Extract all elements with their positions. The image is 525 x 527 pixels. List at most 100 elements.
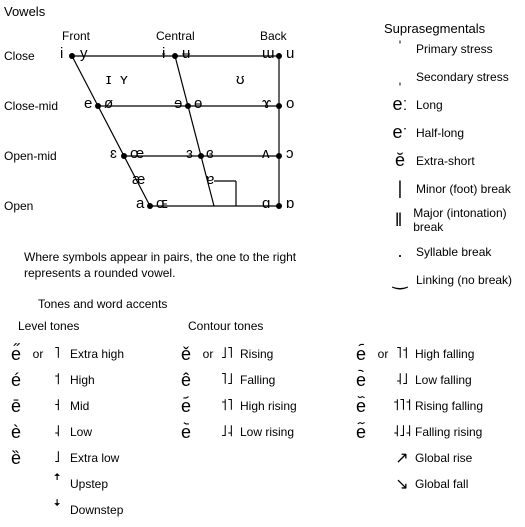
tone-symbol-diacritic: e᷈ [349, 396, 373, 417]
tone-desc: Rising [236, 347, 273, 361]
vowel-obar: ɵ [194, 95, 202, 112]
tone-row: e᷅˩˨Low rising [174, 419, 349, 445]
vowel-u: u [286, 45, 294, 62]
tone-row: ꜜDownstep [4, 497, 174, 523]
supra-symbol: | [384, 178, 416, 199]
tone-symbol-diacritic: ȅ [4, 448, 28, 469]
tone-symbol-diacritic: ê [174, 370, 198, 391]
contour-tones-col-b: x e᷇or˥˦High fallinge᷆˨˩Low fallinge᷈˦˥˦… [349, 319, 519, 523]
supra-desc: Primary stress [416, 42, 493, 56]
tone-symbol-diacritic: e᷆ [349, 370, 373, 391]
tone-symbol-diacritic: e᷇ [349, 344, 373, 365]
tone-symbol-diacritic: ě [174, 344, 198, 365]
tone-or: or [198, 347, 218, 361]
supra-symbol: eː [384, 94, 416, 115]
tone-desc: Extra low [66, 451, 119, 465]
vowels-heading: Vowels [4, 4, 525, 19]
tone-desc: Upstep [66, 477, 108, 491]
tone-desc: Global rise [411, 451, 472, 465]
supra-desc: Linking (no break) [416, 273, 512, 287]
tone-symbol-letter: ˦ [48, 371, 66, 389]
vowel-vturn: ʌ [262, 145, 270, 162]
tone-symbol-diacritic: e᷄ [174, 396, 198, 417]
supra-desc: Long [416, 98, 443, 112]
supra-symbol: ‖ [384, 210, 413, 231]
tone-row: è ˨Low [4, 419, 174, 445]
tone-desc: Mid [66, 399, 89, 413]
tone-desc: Low falling [411, 373, 472, 387]
tone-symbol-letter: ↘ [393, 474, 411, 494]
row-open: Open [4, 199, 33, 213]
tone-symbol-letter: ꜛ [48, 475, 66, 493]
vowel-smY: ʏ [120, 71, 128, 88]
tone-row: é˦High [4, 367, 174, 393]
vowel-oslash: ø [104, 95, 113, 112]
supra-row: ˈPrimary stress [384, 38, 525, 59]
tone-symbol-diacritic: e᷉ [349, 422, 373, 443]
tone-desc: Low rising [236, 425, 294, 439]
vowel-oe: œ [130, 145, 144, 162]
supra-symbol: eˑ [384, 122, 416, 143]
supra-row: |Minor (foot) break [384, 178, 525, 199]
vowel-ae: æ [132, 171, 145, 188]
supra-desc: Major (intonation) break [413, 206, 525, 234]
tone-symbol-diacritic: è [4, 422, 28, 443]
tone-desc: Falling rising [411, 425, 482, 439]
vowel-ibar: ɨ [162, 45, 165, 62]
vowel-alphar: ɒ [286, 195, 294, 212]
row-closemid: Close-mid [4, 99, 58, 113]
tone-row: ↘Global fall [349, 471, 519, 497]
tone-symbol-diacritic: e᷅ [174, 422, 198, 443]
vowel-e: e [84, 95, 92, 112]
tone-row: ꜛUpstep [4, 471, 174, 497]
suprasegmentals: Suprasegmentals ˈPrimary stress ˌSecondar… [384, 21, 525, 297]
supra-symbol: . [384, 241, 416, 262]
supra-symbol: ĕ [384, 150, 416, 171]
tone-symbol-diacritic: e̋ [4, 344, 28, 365]
vowel-y: y [80, 45, 88, 62]
col-central: Central [156, 29, 195, 43]
tone-or: or [373, 347, 393, 361]
supra-symbol: ˈ [384, 38, 416, 59]
supra-heading: Suprasegmentals [384, 21, 525, 36]
vowel-aturn: ɐ [206, 171, 214, 188]
vowel-oopen: ɔ [286, 145, 294, 162]
tone-symbol-letter: ˩ [48, 449, 66, 467]
supra-row: ˌSecondary stress [384, 66, 525, 87]
supra-row: eˑHalf-long [384, 122, 525, 143]
tone-row: ȅ ˩Extra low [4, 445, 174, 471]
row-openmid: Open-mid [4, 149, 57, 163]
tone-desc: Extra high [66, 347, 124, 361]
tone-symbol-letter: ↗ [393, 448, 411, 468]
tone-symbol-letter: ˥˦ [393, 345, 411, 363]
vowel-smU: ʊ [236, 71, 245, 88]
tone-row: ē˧Mid [4, 393, 174, 419]
tone-symbol-letter: ˦˥˦ [393, 397, 411, 415]
tone-desc: Downstep [66, 503, 123, 517]
supra-desc: Syllable break [416, 245, 491, 259]
vowel-eps: ɛ [110, 145, 117, 162]
tones-section: Tones and word accents Level tones e̋or˥… [4, 297, 525, 523]
vowel-i: i [60, 45, 63, 62]
tone-symbol-letter: ˧ [48, 397, 66, 415]
vowel-o: o [286, 95, 294, 112]
tone-row: ěor˩˥Rising [174, 341, 349, 367]
vowel-smI: ɪ [106, 71, 111, 88]
tone-desc: High rising [236, 399, 297, 413]
tone-desc: Global fall [411, 477, 468, 491]
supra-row: .Syllable break [384, 241, 525, 262]
vowel-chart: Front Central Back Close Close-mid Open-… [4, 21, 364, 246]
level-tones-col: Level tones e̋or˥Extra highé˦Highē˧Midè˨… [4, 319, 174, 523]
tone-desc: High [66, 373, 95, 387]
tone-symbol-letter: ˨ [48, 423, 66, 441]
vowel-a: a [136, 195, 144, 212]
col-front: Front [62, 29, 90, 43]
tone-symbol-letter: ˩˥ [218, 345, 236, 363]
vowel-ebar: ɘ [174, 95, 182, 112]
tone-desc: Low [66, 425, 92, 439]
vowel-mtur: ɯ [262, 45, 275, 62]
tone-row: e᷉˨˩˨Falling rising [349, 419, 519, 445]
tone-row: e̋or˥Extra high [4, 341, 174, 367]
tones-heading: Tones and word accents [38, 297, 525, 311]
tone-row: e᷆˨˩Low falling [349, 367, 519, 393]
